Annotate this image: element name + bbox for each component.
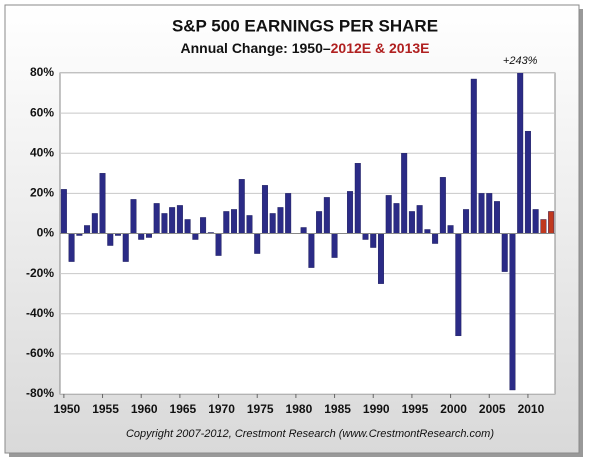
y-tick-label: 80% [30,65,54,79]
bar [385,195,392,234]
y-tick-label: 60% [30,105,54,119]
bar [370,233,377,248]
bar [300,227,307,234]
bar [308,233,315,268]
bar [107,233,114,246]
subtitle-part: 2012E & 2013E [331,40,430,56]
bar [416,205,423,234]
bar [478,193,485,234]
bar [91,213,98,234]
bar [184,219,191,234]
x-tick-label: 1965 [170,402,197,416]
y-tick-label: -40% [26,306,54,320]
y-tick-label: 40% [30,145,54,159]
bar [455,233,462,337]
bar [524,130,531,234]
x-tick-label: 1975 [247,402,274,416]
bar [261,185,268,234]
bar [153,203,160,234]
footer: Copyright 2007-2012, Crestmont Research … [126,428,494,440]
bar [192,233,199,240]
bar [200,217,207,234]
bar [169,207,176,234]
bar [408,211,415,234]
annotation: +243% [503,55,538,67]
y-tick-label: -80% [26,386,54,400]
bar [470,78,477,234]
bar [509,233,516,391]
bar [432,233,439,244]
bar [354,163,361,234]
bar [68,233,75,262]
bar [277,207,284,234]
y-tick-label: -20% [26,266,54,280]
bar [377,233,384,284]
bar [254,233,261,254]
x-tick-label: 2000 [440,402,467,416]
bar [161,213,168,234]
y-tick-label: 20% [30,186,54,200]
bar [323,197,330,234]
bar [463,209,470,234]
bar [540,219,547,234]
x-tick-label: 1960 [131,402,158,416]
x-tick-label: 1985 [324,402,351,416]
bar [238,179,245,234]
x-tick-label: 1990 [363,402,390,416]
bar [145,233,152,238]
bar [246,215,253,234]
bar [439,177,446,234]
bar [447,225,454,234]
bar [215,233,222,256]
bar [138,233,145,240]
bar [84,225,91,234]
y-tick-label: -60% [26,346,54,360]
x-tick-label: 1955 [92,402,119,416]
bar [548,211,555,234]
bar [501,233,508,272]
x-tick-label: 1980 [286,402,313,416]
bar [393,203,400,234]
bar [223,211,230,234]
bar [316,211,323,234]
subtitle-part: Annual Change: 1950– [180,40,330,56]
y-tick-label: 0% [37,226,55,240]
bar [176,205,183,234]
bar [532,209,539,234]
bar [130,199,137,234]
bar [347,191,354,234]
bar [99,173,106,234]
chart-title: S&P 500 EARNINGS PER SHARE [172,16,438,35]
bar [401,153,408,234]
bar [269,213,276,234]
bar [122,233,129,262]
bars [60,73,555,394]
x-tick-label: 1970 [208,402,235,416]
bar [494,201,500,234]
bar [231,209,238,234]
x-tick-label: 2010 [518,402,545,416]
bar [362,233,369,240]
x-tick-label: 1950 [54,402,81,416]
x-tick-label: 1995 [402,402,429,416]
bar [331,233,338,258]
bar [60,189,67,234]
bar [486,193,493,234]
bar [424,229,431,234]
bar [285,193,292,234]
x-tick-label: 2005 [479,402,506,416]
chart-subtitle: Annual Change: 1950–2012E & 2013E [180,40,429,56]
